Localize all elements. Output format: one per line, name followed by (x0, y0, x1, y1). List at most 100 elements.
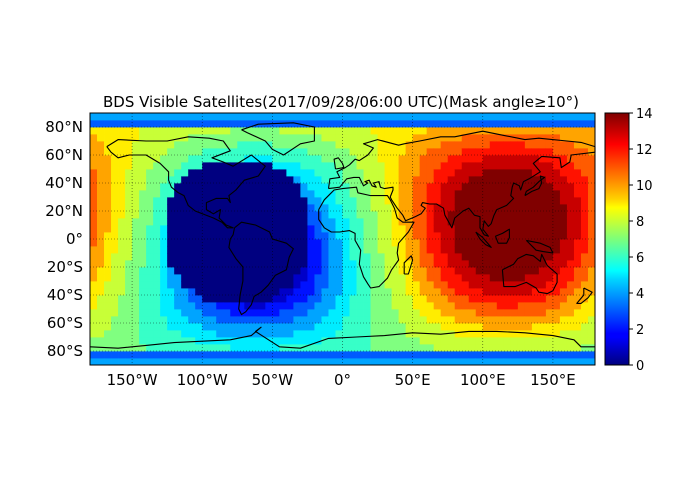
heat-cell (580, 274, 589, 282)
heat-cell (356, 204, 364, 212)
heat-cell (384, 232, 392, 240)
heat-cell (475, 211, 484, 219)
heat-cell (468, 176, 477, 184)
heat-cell (97, 302, 105, 310)
heat-cell (97, 267, 105, 275)
heat-cell (349, 225, 357, 233)
heat-cell (321, 134, 329, 142)
heat-cell (272, 323, 280, 331)
heat-cell (370, 246, 378, 254)
heat-cell (370, 218, 378, 226)
heat-cell (146, 232, 154, 240)
heat-cell (503, 127, 512, 135)
heat-cell (125, 197, 133, 205)
heat-cell (111, 232, 119, 240)
heat-cell (356, 169, 364, 177)
heat-cell (426, 337, 435, 345)
heat-cell (237, 120, 245, 128)
heat-cell (482, 169, 491, 177)
heat-cell (538, 204, 547, 212)
heat-cell (328, 162, 336, 170)
heat-cell (377, 162, 385, 170)
heat-cell (272, 113, 280, 121)
heat-cell (125, 148, 133, 156)
heat-cell (454, 204, 463, 212)
heat-cell (209, 302, 217, 310)
heat-cell (125, 344, 133, 352)
heat-cell (517, 162, 526, 170)
heat-cell (293, 260, 301, 268)
heat-cell (272, 260, 280, 268)
heat-cell (377, 127, 385, 135)
heat-cell (377, 253, 385, 261)
heat-cell (335, 218, 343, 226)
heat-cell (118, 218, 126, 226)
heat-cell (104, 358, 112, 366)
heat-cell (342, 344, 350, 352)
heat-cell (447, 351, 456, 359)
heat-cell (412, 127, 421, 135)
heat-cell (363, 358, 371, 366)
heat-cell (503, 267, 512, 275)
heat-cell (538, 218, 547, 226)
heat-cell (496, 120, 505, 128)
heat-cell (517, 197, 526, 205)
heat-cell (419, 260, 428, 268)
heat-cell (398, 239, 407, 247)
heat-cell (286, 148, 294, 156)
heat-cell (195, 197, 203, 205)
heat-cell (237, 260, 245, 268)
heat-cell (174, 253, 182, 261)
heat-cell (293, 183, 301, 191)
heat-cell (363, 267, 371, 275)
heat-cell (531, 253, 540, 261)
heat-cell (265, 295, 273, 303)
heat-cell (223, 155, 231, 163)
heat-cell (307, 281, 315, 289)
heat-cell (97, 190, 105, 198)
heat-cell (461, 351, 470, 359)
heat-cell (517, 204, 526, 212)
heat-cell (314, 169, 322, 177)
heat-cell (426, 260, 435, 268)
heat-cell (503, 148, 512, 156)
heat-cell (503, 232, 512, 240)
heat-cell (426, 302, 435, 310)
heat-cell (573, 225, 582, 233)
heat-cell (328, 197, 336, 205)
heat-cell (573, 197, 582, 205)
heat-cell (419, 344, 428, 352)
heat-cell (454, 281, 463, 289)
heat-cell (139, 358, 147, 366)
heat-cell (363, 127, 371, 135)
heat-cell (503, 218, 512, 226)
heat-cell (181, 162, 189, 170)
heat-cell (307, 323, 315, 331)
heat-cell (503, 197, 512, 205)
heat-cell (391, 120, 400, 128)
heat-cell (559, 211, 568, 219)
heat-cell (167, 351, 175, 359)
heat-cell (335, 316, 343, 324)
heat-cell (97, 330, 105, 338)
heat-cell (426, 232, 435, 240)
heat-cell (447, 113, 456, 121)
heat-cell (286, 309, 294, 317)
heat-cell (454, 246, 463, 254)
heat-cell (447, 253, 456, 261)
heat-cell (125, 225, 133, 233)
heat-cell (195, 323, 203, 331)
heat-cell (356, 225, 364, 233)
heat-cell (335, 267, 343, 275)
heat-cell (286, 337, 294, 345)
heat-cell (160, 113, 168, 121)
heat-cell (391, 134, 400, 142)
heat-cell (97, 218, 105, 226)
heat-cell (573, 246, 582, 254)
heat-cell (167, 113, 175, 121)
heat-cell (447, 337, 456, 345)
heat-cell (202, 323, 210, 331)
heat-cell (566, 323, 575, 331)
heat-cell (363, 183, 371, 191)
heat-cell (573, 253, 582, 261)
